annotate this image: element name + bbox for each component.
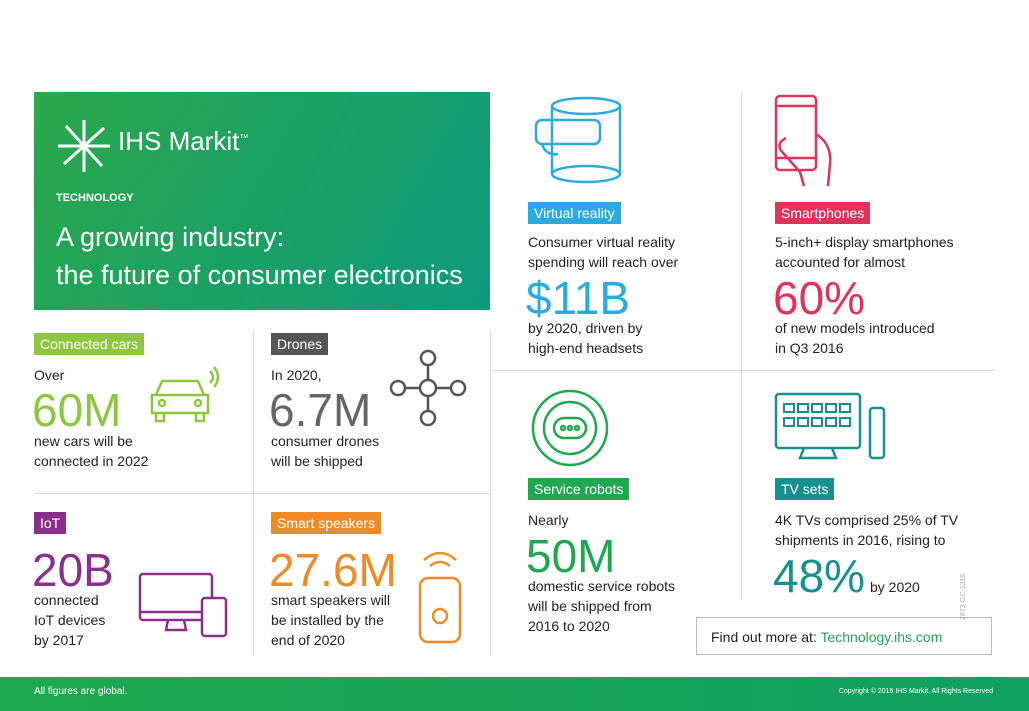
divider: [253, 330, 254, 655]
detail: consumer drones: [271, 433, 380, 449]
label: Drones: [271, 333, 329, 355]
speaker-icon: [418, 551, 462, 644]
copyright: Copyright © 2016 IHS Markit. All Rights …: [838, 688, 993, 695]
detail: connected: [34, 592, 99, 608]
brand-name: IHS Markit: [118, 126, 240, 156]
trademark: ™: [239, 132, 249, 143]
title: the future of consumer electronics: [56, 260, 463, 290]
header-box: IHS Markit™ TECHNOLOGY A growing industr…: [34, 92, 490, 310]
tv-icon: [774, 392, 886, 460]
detail: will be shipped: [271, 453, 363, 469]
divider: [490, 370, 995, 371]
stat: 27.6M: [269, 544, 397, 596]
divider: [741, 92, 742, 370]
stat: 60%: [773, 272, 866, 324]
brand: IHS Markit™: [118, 126, 248, 157]
label: Connected cars: [34, 333, 145, 355]
detail: by 2020: [870, 579, 920, 595]
divider: [490, 330, 491, 655]
section: TECHNOLOGY: [56, 192, 134, 204]
stat: 60M: [32, 384, 122, 436]
detail: IoT devices: [34, 612, 106, 628]
stat: 20B: [32, 544, 114, 596]
detail: be installed by the: [271, 612, 384, 628]
logo-icon: [58, 120, 110, 172]
detail: connected in 2022: [34, 453, 149, 469]
detail: will be shipped from: [528, 598, 652, 614]
intro: In 2020,: [271, 367, 322, 383]
intro: Consumer virtual reality: [528, 234, 676, 250]
detail: in Q3 2016: [775, 340, 844, 356]
label: Smart speakers: [271, 512, 382, 534]
intro: spending will reach over: [528, 254, 679, 270]
stat: 50M: [526, 530, 616, 582]
detail: 2016 to 2020: [528, 618, 610, 634]
label: Virtual reality: [528, 202, 621, 224]
label: Smartphones: [775, 202, 871, 224]
label: Service robots: [528, 478, 630, 500]
phone-icon: [774, 94, 832, 187]
link-url[interactable]: Technology.ihs.com: [820, 629, 943, 645]
drone-icon: [389, 349, 467, 427]
footer-note: All figures are global.: [34, 686, 128, 697]
intro: accounted for almost: [775, 254, 905, 270]
footer: All figures are global. Copyright © 2016…: [0, 677, 1029, 711]
intro: 4K TVs comprised 25% of TV: [775, 512, 959, 528]
label: TV sets: [775, 478, 835, 500]
stat: $11B: [526, 272, 631, 324]
doc-code: 2873-GC-1216: [960, 573, 967, 620]
intro: 5-inch+ display smartphones: [775, 234, 954, 250]
intro: shipments in 2016, rising to: [775, 532, 946, 548]
vr-icon: [534, 96, 622, 184]
detail: smart speakers will: [271, 592, 391, 608]
detail: new cars will be: [34, 433, 133, 449]
detail: of new models introduced: [775, 320, 935, 336]
divider: [741, 370, 742, 600]
link-prefix: Find out more at:: [711, 629, 817, 645]
intro: Nearly: [528, 512, 569, 528]
robot-icon: [531, 389, 609, 467]
stat: 48%: [773, 550, 866, 602]
link-box: Find out more at: Technology.ihs.com: [696, 617, 992, 655]
detail: by 2017: [34, 632, 84, 648]
title: A growing industry:: [56, 222, 285, 252]
stat: 6.7M: [269, 384, 372, 436]
detail: high-end headsets: [528, 340, 644, 356]
label: IoT: [34, 512, 67, 534]
devices-icon: [138, 572, 228, 638]
detail: by 2020, driven by: [528, 320, 643, 336]
divider: [34, 493, 490, 494]
car-icon: [150, 366, 220, 423]
intro: Over: [34, 367, 65, 383]
detail: domestic service robots: [528, 578, 676, 594]
detail: end of 2020: [271, 632, 345, 648]
